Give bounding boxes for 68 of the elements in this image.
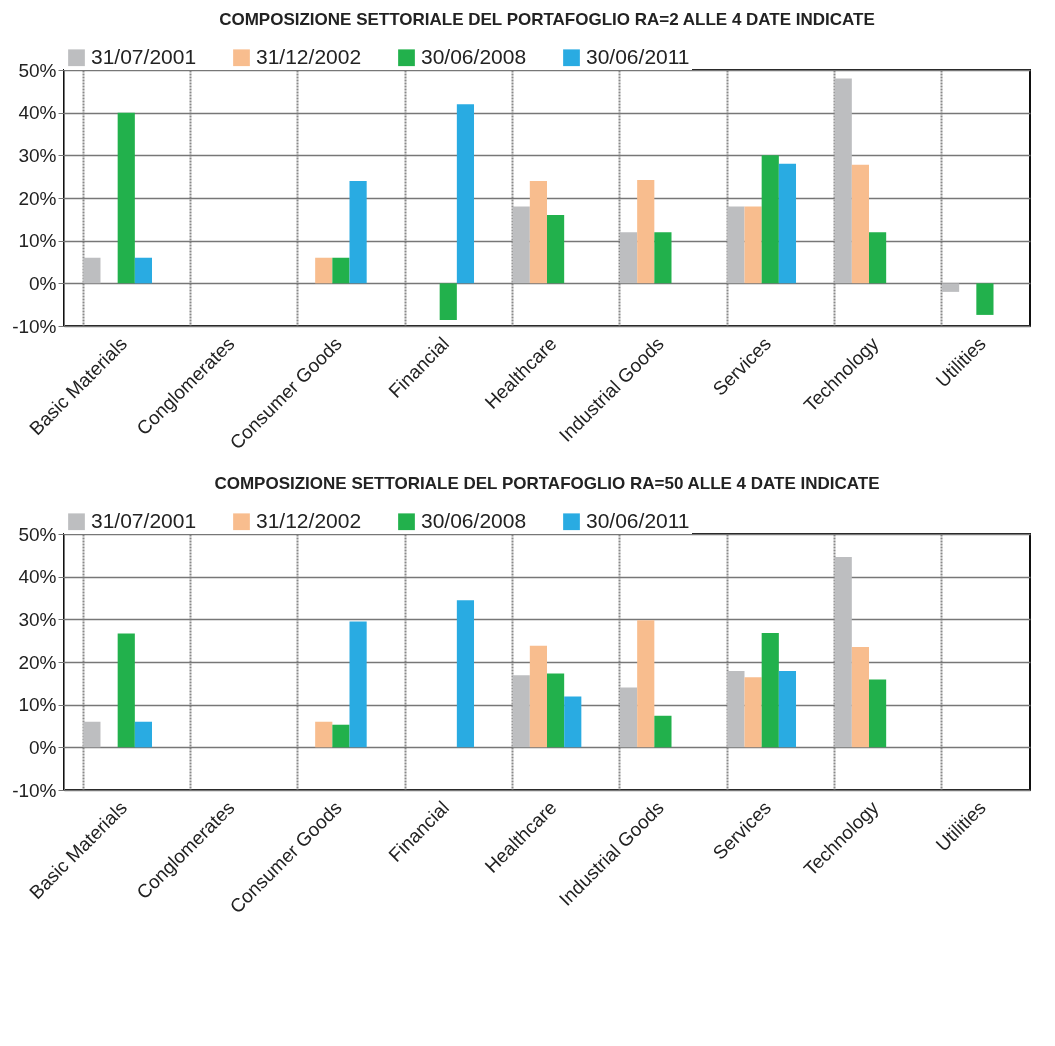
bar [332, 724, 350, 748]
bar [778, 670, 797, 748]
bar [727, 206, 745, 284]
bar [547, 673, 565, 748]
bar [315, 257, 333, 284]
bar [134, 721, 153, 748]
bar [778, 163, 797, 284]
y-tick-label: 30% [18, 144, 57, 166]
bar [512, 675, 530, 748]
y-tick-label: 40% [18, 566, 57, 588]
bar [727, 670, 745, 748]
y-tick-label: 20% [18, 651, 57, 673]
legend-label: 30/06/2011 [586, 44, 690, 68]
bar [456, 600, 475, 748]
legend-label: 31/07/2001 [91, 508, 197, 532]
legend-label: 31/07/2001 [91, 44, 197, 68]
y-tick-label: -10% [12, 779, 57, 801]
bar [512, 206, 530, 284]
bar [761, 632, 779, 748]
bar [851, 164, 869, 284]
bar [941, 283, 960, 292]
legend-label: 31/12/2002 [256, 44, 362, 68]
bar [869, 232, 887, 284]
bar [83, 721, 101, 748]
y-tick-label: 10% [18, 694, 57, 716]
y-tick-label: 40% [18, 102, 57, 124]
legend-label: 31/12/2002 [256, 508, 362, 532]
bar [619, 232, 638, 284]
bar [834, 557, 852, 748]
bar [564, 696, 582, 748]
bar [315, 721, 333, 748]
bar [637, 620, 655, 748]
chart-title: COMPOSIZIONE SETTORIALE DEL PORTAFOGLIO RA=2 ALLE 4 DATE INDICATE [219, 10, 875, 29]
y-tick-label: 20% [18, 187, 57, 209]
y-tick-label: 10% [18, 230, 57, 252]
bar [117, 112, 135, 284]
bar [851, 647, 869, 748]
bar [654, 715, 672, 748]
bar [547, 215, 565, 284]
y-tick-label: 0% [29, 736, 57, 758]
bar [529, 645, 547, 748]
legend-label: 30/06/2008 [421, 508, 527, 532]
legend-label: 30/06/2008 [421, 44, 527, 68]
y-tick-label: 0% [29, 272, 57, 294]
y-tick-label: 50% [18, 523, 57, 545]
y-tick-label: 30% [18, 608, 57, 630]
bar [744, 206, 762, 284]
bar [83, 257, 101, 284]
bar [619, 687, 638, 748]
y-tick-label: -10% [12, 315, 57, 337]
bar [654, 232, 672, 284]
bar [134, 257, 153, 284]
bar [332, 257, 350, 284]
y-tick-label: 50% [18, 59, 57, 81]
bar [834, 78, 852, 284]
bar [117, 633, 135, 748]
bar [456, 104, 475, 284]
bar [637, 180, 655, 284]
chart-title: COMPOSIZIONE SETTORIALE DEL PORTAFOGLIO RA=50 ALLE 4 DATE INDICATE [214, 474, 880, 493]
bar [744, 677, 762, 748]
bar [439, 283, 457, 321]
legend-label: 30/06/2011 [586, 508, 690, 532]
bar [869, 679, 887, 748]
bar [976, 283, 994, 315]
bar [761, 155, 779, 284]
bar [349, 621, 367, 748]
bar [349, 180, 367, 284]
bar [529, 180, 547, 284]
